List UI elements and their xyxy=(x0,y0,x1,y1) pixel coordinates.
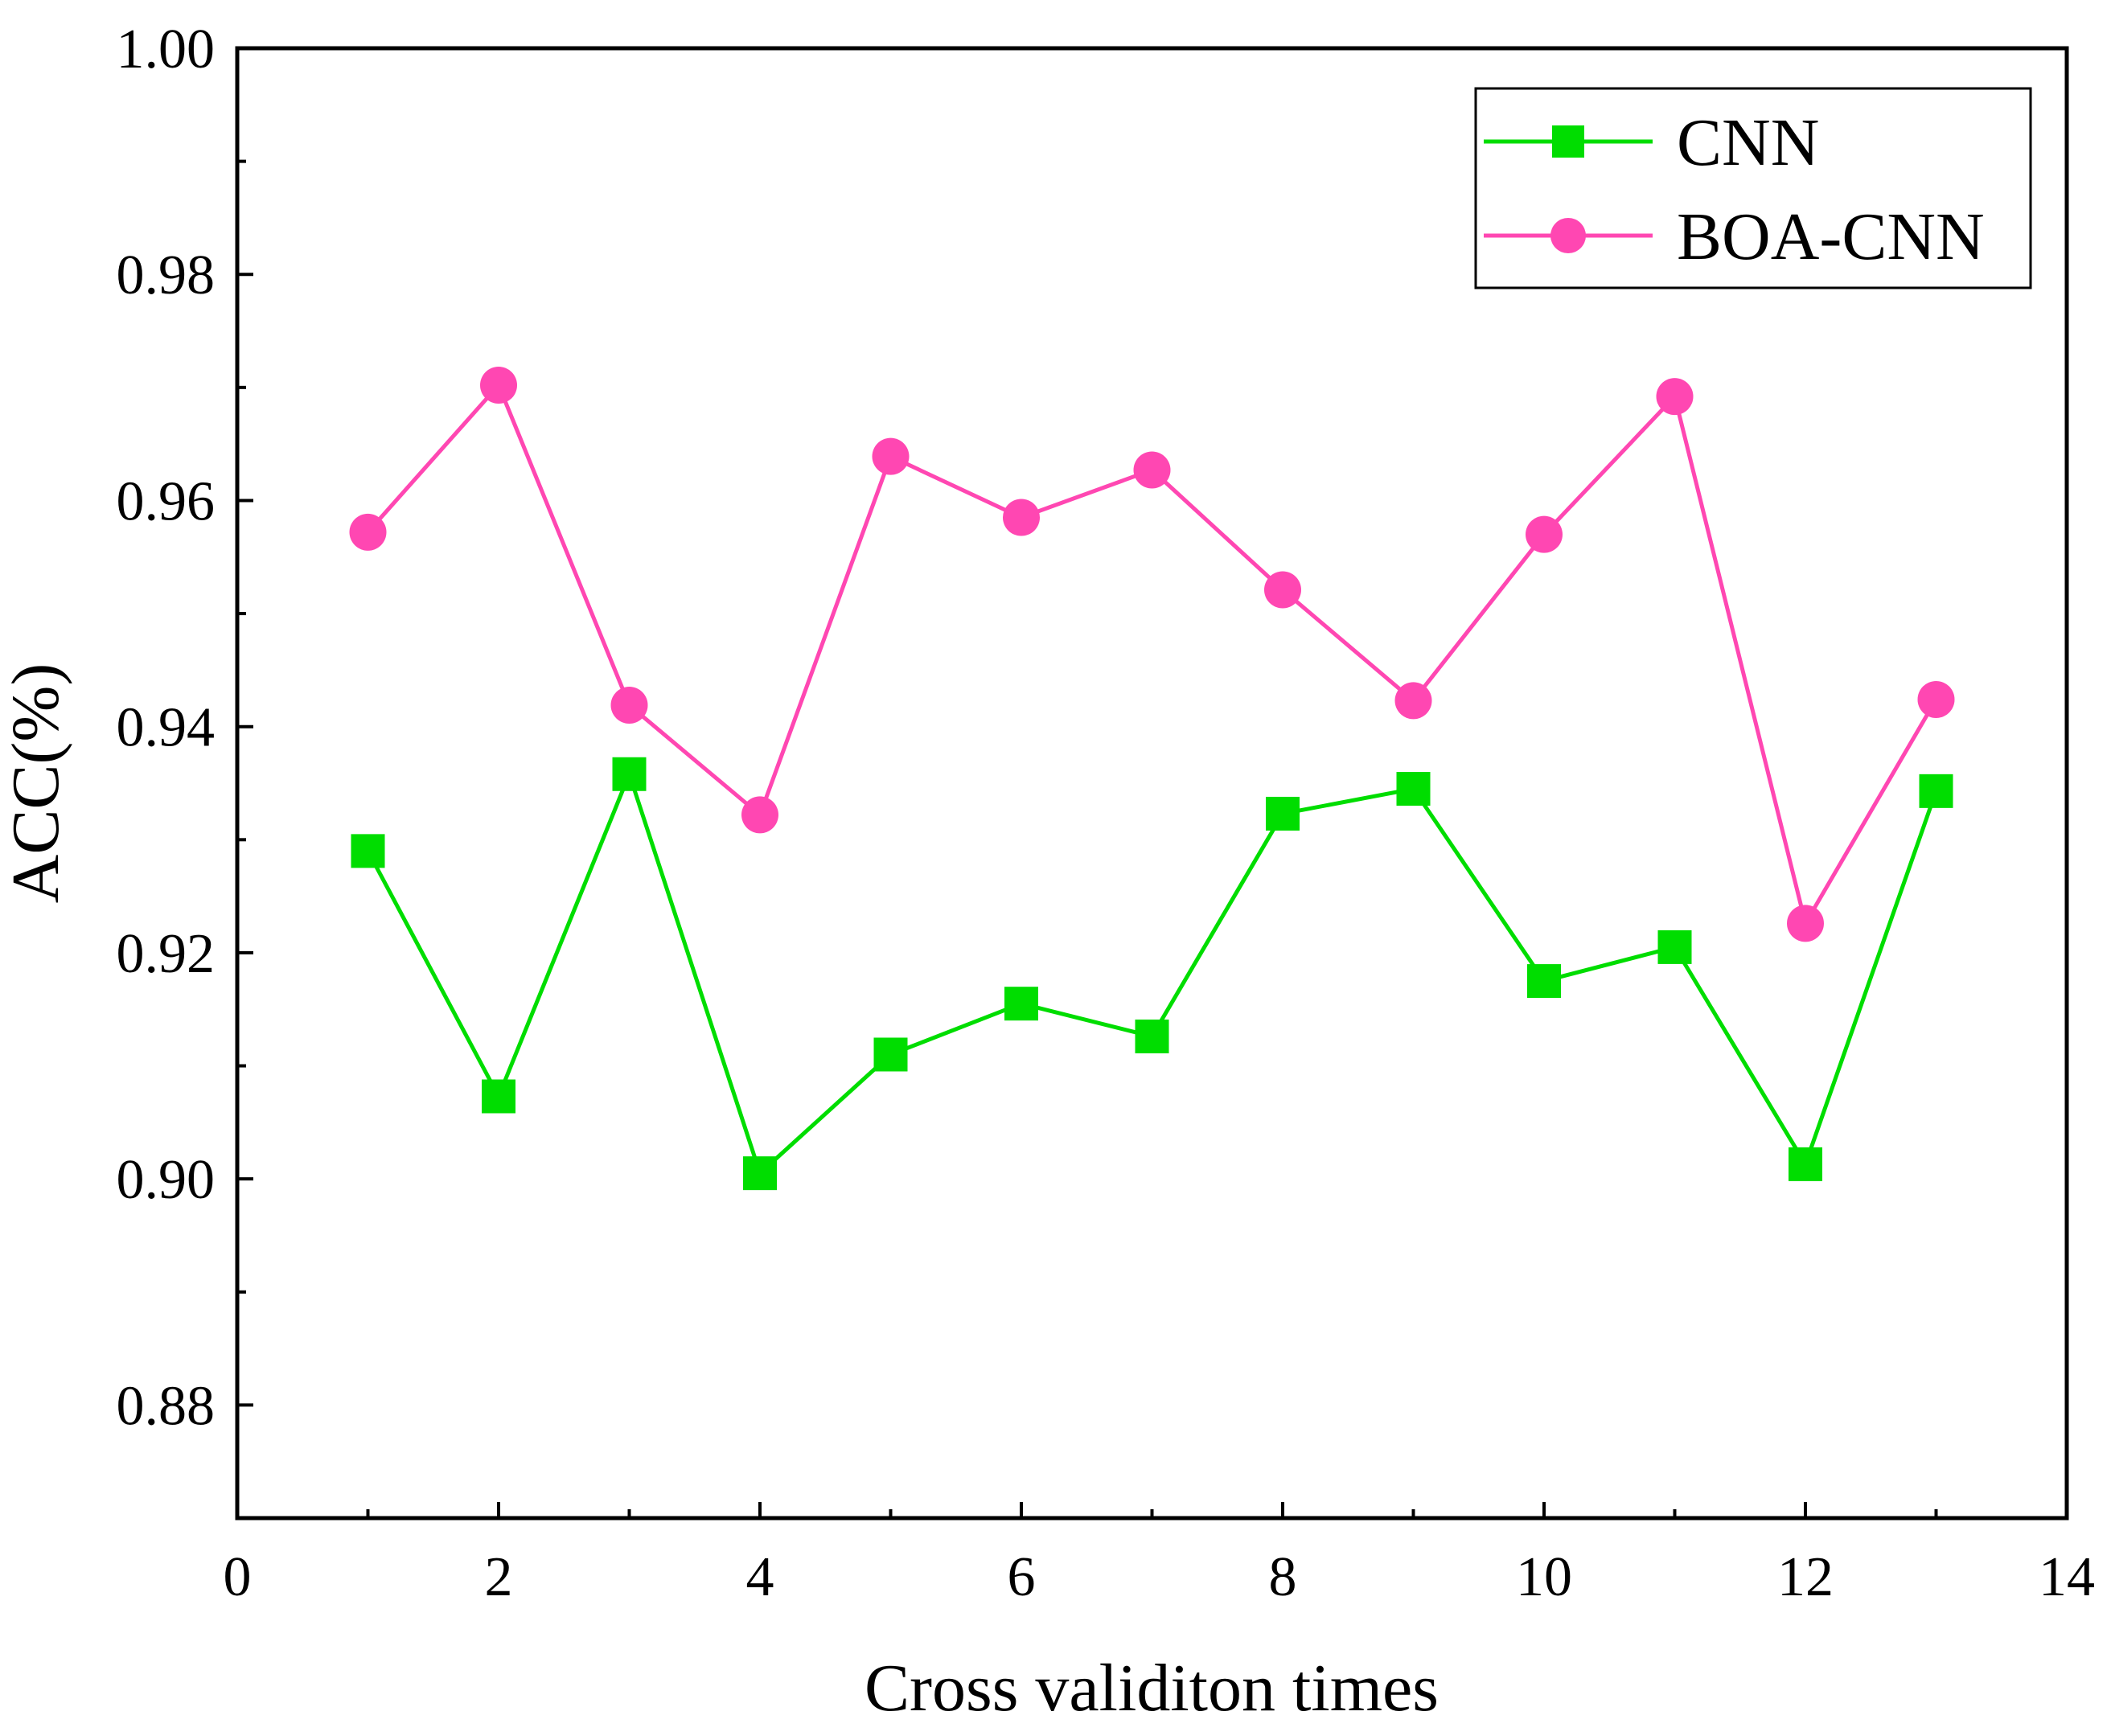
data-point-boa-cnn xyxy=(349,513,387,551)
series-boa-cnn xyxy=(349,367,1955,942)
y-axis-title: ACC(%) xyxy=(0,663,73,904)
x-tick-label: 4 xyxy=(746,1546,774,1608)
data-point-cnn xyxy=(873,1037,908,1072)
legend: CNN BOA-CNN xyxy=(1474,87,2032,289)
y-tick-label: 0.88 xyxy=(117,1375,216,1437)
data-point-boa-cnn xyxy=(741,796,778,834)
data-point-boa-cnn xyxy=(872,437,910,475)
data-point-boa-cnn xyxy=(1003,499,1040,536)
x-tick-label: 0 xyxy=(224,1546,252,1608)
ticks-layer: 0 2 4 6 8 10 12 14 0.88 0.90 0.92 0.94 0.96 0.98 1.00 xyxy=(117,18,2096,1608)
x-tick-label: 12 xyxy=(1777,1546,1834,1608)
data-point-boa-cnn xyxy=(1917,680,1955,718)
data-point-boa-cnn xyxy=(610,686,648,724)
data-point-cnn xyxy=(743,1156,777,1191)
x-axis-title: Cross validiton times xyxy=(865,1651,1439,1726)
data-point-boa-cnn xyxy=(1394,682,1432,720)
data-point-boa-cnn xyxy=(480,367,517,404)
data-point-boa-cnn xyxy=(1656,378,1694,416)
legend-label-cnn: CNN xyxy=(1677,105,1819,180)
series-layer xyxy=(349,367,1955,1191)
data-point-boa-cnn xyxy=(1133,451,1171,489)
y-tick-label: 0.98 xyxy=(117,244,216,306)
data-point-cnn xyxy=(1396,772,1431,806)
data-point-cnn xyxy=(1527,964,1561,999)
data-point-cnn xyxy=(1919,774,1953,808)
y-tick-label: 0.90 xyxy=(117,1149,216,1211)
y-tick-label: 0.94 xyxy=(117,697,216,759)
data-point-cnn xyxy=(482,1079,515,1114)
x-tick-label: 8 xyxy=(1269,1546,1297,1608)
data-point-cnn xyxy=(612,757,647,791)
legend-label-boa-cnn: BOA-CNN xyxy=(1677,199,1985,274)
x-tick-label: 2 xyxy=(485,1546,513,1608)
x-tick-label: 10 xyxy=(1516,1546,1572,1608)
data-point-cnn xyxy=(1266,796,1300,831)
y-tick-label: 0.92 xyxy=(117,923,216,985)
legend-cnn-marker xyxy=(1552,125,1584,158)
data-point-boa-cnn xyxy=(1526,515,1563,553)
series-cnn xyxy=(351,757,1953,1191)
y-tick-label: 1.00 xyxy=(117,18,216,80)
y-tick-label: 0.96 xyxy=(117,470,216,532)
data-point-cnn xyxy=(1657,930,1692,964)
legend-boa-cnn-marker xyxy=(1550,218,1586,253)
data-point-boa-cnn xyxy=(1787,905,1824,942)
legend-box xyxy=(1474,87,2032,289)
x-tick-label: 6 xyxy=(1008,1546,1036,1608)
data-point-cnn xyxy=(1135,1019,1169,1053)
data-point-cnn xyxy=(1004,987,1038,1021)
data-point-cnn xyxy=(1789,1147,1822,1181)
data-point-boa-cnn xyxy=(1264,571,1301,609)
data-point-cnn xyxy=(351,834,385,868)
x-tick-label: 14 xyxy=(2039,1546,2095,1608)
